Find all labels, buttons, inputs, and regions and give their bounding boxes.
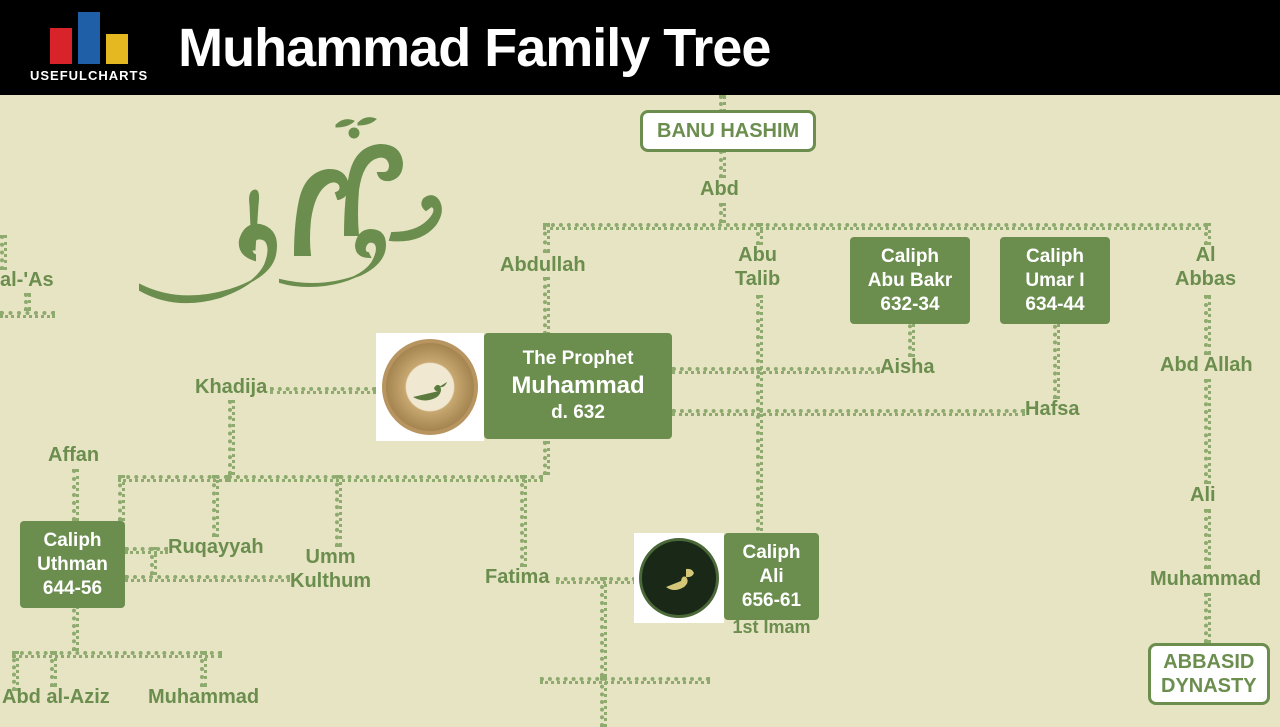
node-ali-abbasid: Ali: [1190, 483, 1216, 507]
node-abu-talib: AbuTalib: [735, 243, 780, 291]
node-hafsa: Hafsa: [1025, 397, 1079, 421]
node-abu-bakr: Caliph Abu Bakr 632-34: [850, 237, 970, 324]
family-tree-chart: BANU HASHIM Abd Abdullah AbuTalib AlAbba…: [0, 95, 1280, 720]
node-caliph-ali: Caliph Ali 656-61: [724, 533, 819, 620]
node-abd-al-aziz: Abd al-Aziz: [2, 685, 110, 709]
node-banu-hashim: BANU HASHIM: [640, 110, 816, 152]
prophet-seal-icon: [382, 339, 478, 435]
node-fatima: Fatima: [485, 565, 549, 589]
node-uthman: Caliph Uthman 644-56: [20, 521, 125, 608]
node-prophet-muhammad: The Prophet Muhammad d. 632: [484, 333, 672, 439]
node-aisha: Aisha: [880, 355, 934, 379]
node-affan: Affan: [48, 443, 99, 467]
brand-logo: USEFULCHARTS: [30, 12, 148, 83]
node-abd: Abd: [700, 177, 739, 201]
node-khadija: Khadija: [195, 375, 267, 399]
node-muhammad-3: Muhammad: [148, 685, 259, 709]
node-abdullah: Abdullah: [500, 253, 586, 277]
node-abd-allah: Abd Allah: [1160, 353, 1253, 377]
ali-seal-icon: [639, 538, 719, 618]
page-title: Muhammad Family Tree: [178, 17, 770, 79]
header-bar: USEFULCHARTS Muhammad Family Tree: [0, 0, 1280, 95]
node-abbasid-dynasty: ABBASIDDYNASTY: [1148, 643, 1270, 705]
node-umar: Caliph Umar I 634-44: [1000, 237, 1110, 324]
node-first-imam: 1st Imam: [724, 617, 819, 639]
node-ruqayyah: Ruqayyah: [168, 535, 264, 559]
logo-bars-icon: [50, 12, 128, 64]
muhammad-calligraphy-icon: [100, 105, 460, 355]
brand-name: USEFULCHARTS: [30, 68, 148, 83]
node-al-as: al-'As: [0, 268, 54, 292]
node-muhammad-abbasid: Muhammad: [1150, 567, 1261, 591]
node-umm-kulthum: UmmKulthum: [290, 545, 371, 593]
node-al-abbas: AlAbbas: [1175, 243, 1236, 291]
